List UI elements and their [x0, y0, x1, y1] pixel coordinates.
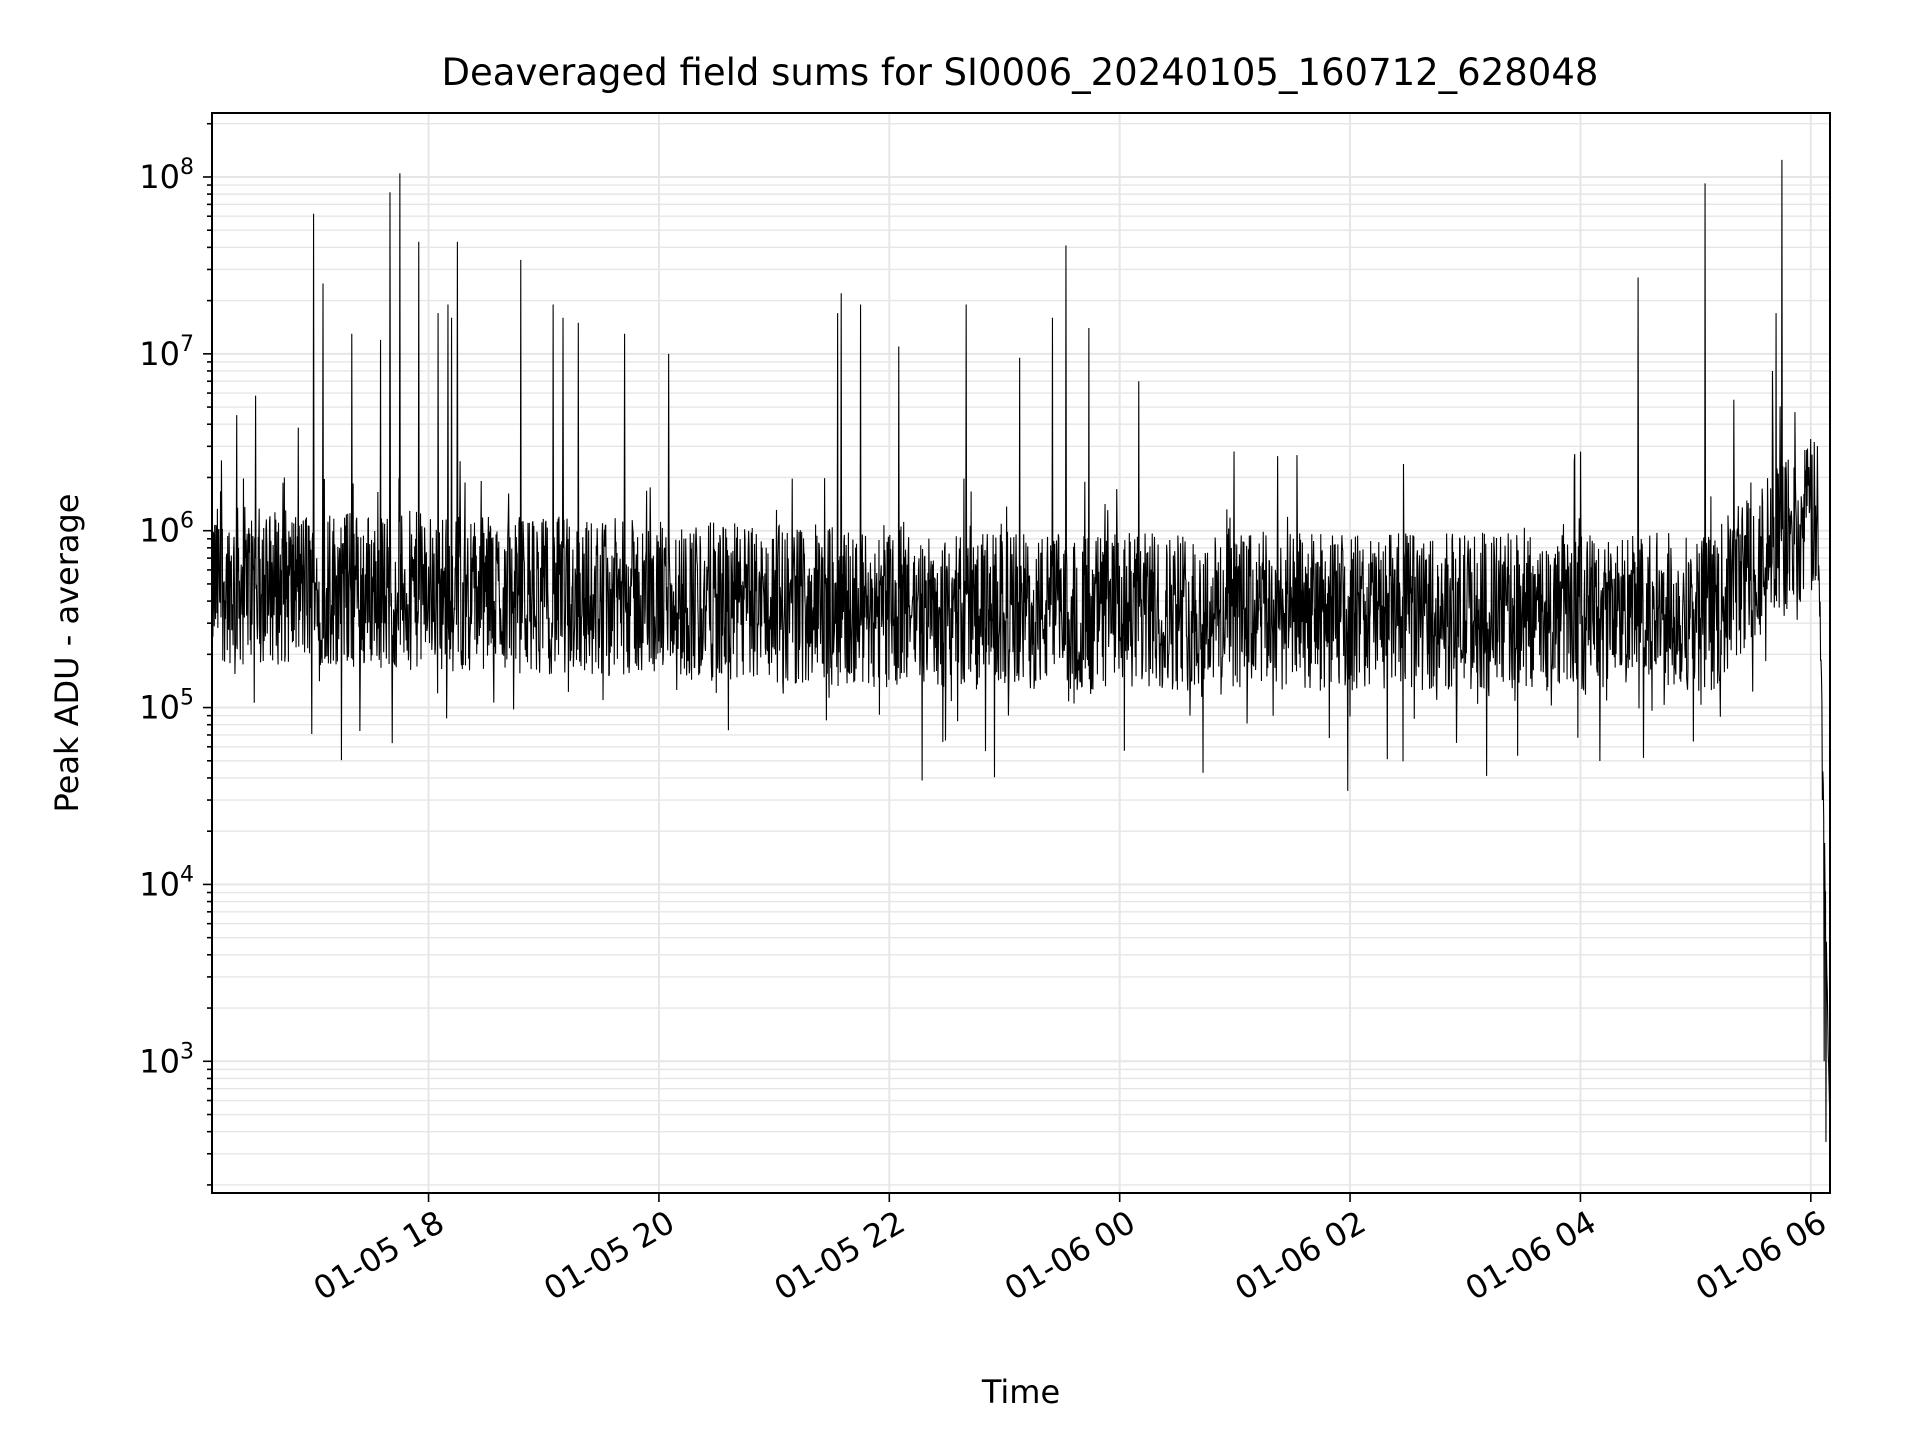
chart-title: Deaveraged field sums for SI0006_2024010…	[442, 51, 1599, 94]
x-axis-label: Time	[981, 1373, 1060, 1411]
grid	[212, 113, 1830, 1193]
series-line-group	[211, 159, 1831, 1152]
y-axis: 103 104 105 106 107 108	[139, 122, 212, 1186]
x-tick-label: 01-05 20	[537, 1203, 681, 1308]
plot-frame	[211, 112, 1831, 1194]
x-axis: 01-05 18 01-05 20 01-05 22 01-06 00 01-06 02…	[307, 1193, 1833, 1308]
y-tick-label: 107	[139, 332, 194, 373]
x-tick-label: 01-05 22	[768, 1203, 912, 1308]
x-tick-label: 01-05 18	[307, 1203, 451, 1308]
x-tick-label: 01-06 02	[1228, 1203, 1372, 1308]
x-tick-label: 01-06 04	[1459, 1203, 1603, 1308]
y-tick-label: 106	[139, 509, 194, 550]
x-tick-label: 01-06 06	[1689, 1203, 1833, 1308]
y-axis-label: Peak ADU - average	[48, 494, 86, 813]
x-tick-label: 01-06 00	[998, 1203, 1142, 1308]
y-tick-label: 104	[139, 862, 194, 903]
y-tick-label: 108	[139, 155, 194, 196]
y-tick-label: 103	[139, 1039, 194, 1080]
series-line	[211, 159, 1831, 1152]
y-tick-label: 105	[139, 686, 194, 727]
